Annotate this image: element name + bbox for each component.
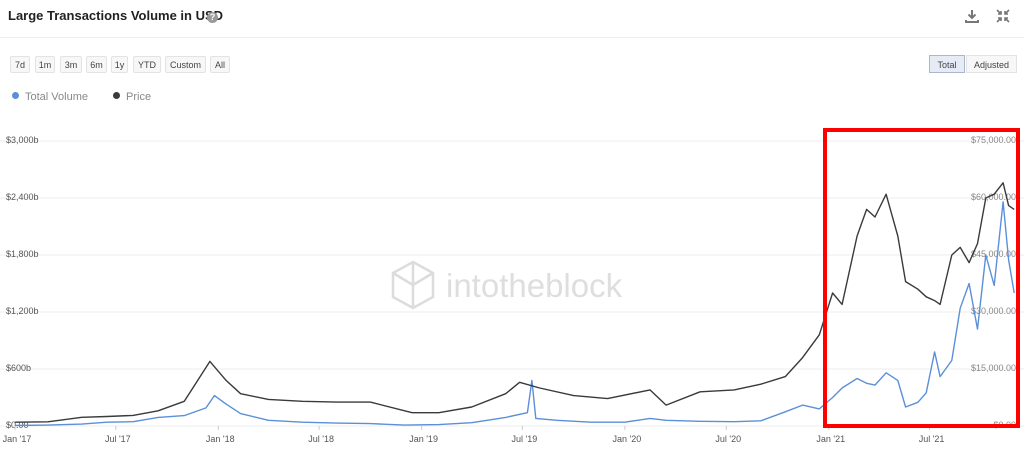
watermark: intotheblock bbox=[391, 260, 623, 310]
highlight-box bbox=[823, 128, 1020, 428]
range-button-1y[interactable]: 1y bbox=[111, 56, 128, 73]
series-group bbox=[14, 182, 1015, 427]
y-tick-label-right: $30,000.00 bbox=[971, 306, 1016, 316]
range-button-custom[interactable]: Custom bbox=[165, 56, 206, 73]
watermark-cube-icon bbox=[391, 260, 435, 310]
range-button-all[interactable]: All bbox=[210, 56, 230, 73]
watermark-text: intotheblock bbox=[446, 267, 623, 304]
range-button-3m[interactable]: 3m bbox=[60, 56, 82, 73]
x-tick-label: Jan '17 bbox=[3, 434, 32, 444]
x-tick-label: Jul '20 bbox=[715, 434, 741, 444]
series-line-total-volume bbox=[14, 201, 1015, 427]
range-button-7d[interactable]: 7d bbox=[10, 56, 30, 73]
y-tick-label-right: $75,000.00 bbox=[971, 135, 1016, 145]
y-tick-label-right: $45,000.00 bbox=[971, 249, 1016, 259]
x-tick-label: Jan '18 bbox=[206, 434, 235, 444]
legend-label-volume: Total Volume bbox=[25, 91, 88, 103]
legend-dot-volume bbox=[12, 92, 19, 99]
x-tick-label: Jan '19 bbox=[409, 434, 438, 444]
question-circle-icon[interactable]: ? bbox=[207, 12, 218, 23]
collapse-icon[interactable] bbox=[995, 8, 1011, 24]
chart-title: Large Transactions Volume in USD bbox=[8, 8, 224, 23]
range-button-ytd[interactable]: YTD bbox=[133, 56, 161, 73]
x-tick-label: Jul '18 bbox=[308, 434, 334, 444]
y-axis-left: $0.00$600b$1,200b$1,800b$2,400b$3,000b bbox=[6, 135, 39, 430]
x-tick-label: Jul '17 bbox=[105, 434, 131, 444]
legend-dot-price bbox=[113, 92, 120, 99]
x-axis: Jan '17 Jul '17 Jan '18 Jul '18 Jan '19 Jul '… bbox=[3, 426, 945, 444]
x-tick-label: Jan '21 bbox=[816, 434, 845, 444]
legend-item-price[interactable]: Price bbox=[113, 91, 151, 103]
collapse-icon-glyph bbox=[996, 9, 1010, 23]
legend-item-total-volume[interactable]: Total Volume bbox=[12, 91, 88, 103]
x-tick-label: Jul '19 bbox=[512, 434, 538, 444]
y-tick-label-left: $1,800b bbox=[6, 249, 39, 259]
y-tick-label-left: $2,400b bbox=[6, 192, 39, 202]
download-icon[interactable] bbox=[964, 8, 980, 24]
y-tick-label-left: $3,000b bbox=[6, 135, 39, 145]
header-divider bbox=[0, 37, 1024, 38]
range-button-1m[interactable]: 1m bbox=[35, 56, 55, 73]
y-tick-label-right: $15,000.00 bbox=[971, 363, 1016, 373]
toggle-adjusted[interactable]: Adjusted bbox=[966, 55, 1017, 73]
y-tick-label-left: $600b bbox=[6, 363, 31, 373]
x-tick-label: Jul '21 bbox=[919, 434, 945, 444]
chart-header: Large Transactions Volume in USD ? bbox=[0, 0, 1024, 34]
range-button-6m[interactable]: 6m bbox=[86, 56, 107, 73]
series-line-price bbox=[14, 182, 1015, 423]
y-tick-label-left: $1,200b bbox=[6, 306, 39, 316]
legend-label-price: Price bbox=[126, 91, 152, 103]
x-tick-label: Jan '20 bbox=[613, 434, 642, 444]
y-tick-label-right: $60,000.00 bbox=[971, 192, 1016, 202]
download-icon-glyph bbox=[965, 10, 979, 23]
toggle-total[interactable]: Total bbox=[929, 55, 965, 73]
